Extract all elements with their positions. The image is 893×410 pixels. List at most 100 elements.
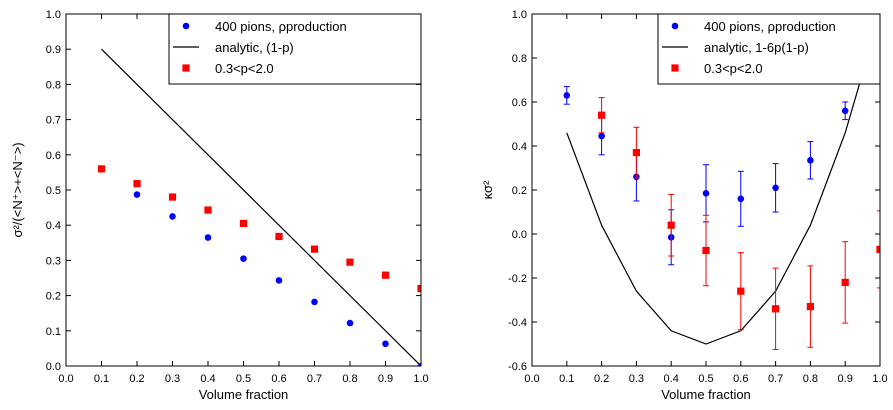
y-axis-label: σ²/(<N⁺>+<N⁻>) xyxy=(10,142,25,237)
y-tick-label: 0.5 xyxy=(46,185,61,197)
data-point-circle xyxy=(807,157,814,164)
x-tick-label: 0.7 xyxy=(307,373,322,385)
plot-frame xyxy=(65,13,422,367)
y-tick-label: 0.4 xyxy=(512,141,527,153)
data-point-square xyxy=(772,305,780,313)
plot-frame xyxy=(531,13,881,367)
data-point-circle xyxy=(598,132,605,140)
data-point-circle xyxy=(417,362,421,366)
y-tick-label: 1.0 xyxy=(46,9,61,21)
y-tick-label: 0.1 xyxy=(46,326,61,338)
data-point-circle xyxy=(169,213,176,220)
data-point-square xyxy=(806,303,814,311)
data-point-circle xyxy=(702,190,710,197)
series-line xyxy=(566,14,880,345)
x-tick-label: 0.1 xyxy=(559,373,574,385)
y-tick-label: 0.6 xyxy=(512,97,527,109)
data-point-square xyxy=(168,193,177,201)
x-tick-label: 0.2 xyxy=(594,373,609,385)
y-tick-label: 0.2 xyxy=(46,291,61,303)
x-tick-label: 0.2 xyxy=(129,373,144,385)
data-point-square xyxy=(239,219,248,228)
x-tick-label: 0.5 xyxy=(236,373,251,385)
data-point-square xyxy=(346,258,354,266)
y-tick-label: 1.0 xyxy=(512,9,527,21)
legend-label: 400 pions, ρproduction xyxy=(215,19,347,34)
legend-label: 400 pions, ρproduction xyxy=(704,19,836,34)
x-axis-label: Volume fraction xyxy=(661,387,751,402)
y-tick-label: 0.0 xyxy=(46,361,61,373)
x-tick-label: 0.3 xyxy=(629,373,644,385)
data-point-square xyxy=(737,287,745,295)
data-point-circle xyxy=(275,277,283,284)
data-point-square xyxy=(275,232,283,241)
data-point-circle xyxy=(346,319,354,327)
data-point-circle xyxy=(382,340,389,348)
data-point-square xyxy=(381,271,390,279)
x-axis-label: Volume fraction xyxy=(199,387,289,402)
data-point-square xyxy=(841,278,849,286)
x-tick-label: 0.6 xyxy=(271,373,286,385)
x-tick-label: 0.0 xyxy=(524,373,539,385)
right-panel: 0.0 0.1 0.2 0.3 0.4 0.5 0.6 0.7 0.8 0.9 1.0 -0.6 -0.… xyxy=(480,9,888,402)
x-tick-label: 1.0 xyxy=(872,373,887,385)
x-tick-label: 0.9 xyxy=(378,373,393,385)
y-tick-label: -0.2 xyxy=(508,273,527,285)
data-point-circle xyxy=(563,92,571,99)
x-tick-label: 0.5 xyxy=(698,373,713,385)
y-tick-label: -0.4 xyxy=(508,317,527,329)
data-point-circle xyxy=(240,255,247,262)
data-point-circle xyxy=(737,195,745,203)
y-tick-label: 0.2 xyxy=(512,185,527,197)
y-tick-label: -0.6 xyxy=(508,361,527,373)
y-tick-label: 0.4 xyxy=(46,220,61,232)
plot-area xyxy=(97,48,421,366)
y-tick-label: 0.0 xyxy=(512,229,527,241)
x-tick-label: 0.3 xyxy=(165,373,180,385)
legend-box xyxy=(168,13,422,85)
y-tick-label: 0.8 xyxy=(46,79,61,91)
y-tick-label: 0.9 xyxy=(46,44,61,56)
data-point-square xyxy=(632,149,640,157)
legend-label: 0.3<p<2.0 xyxy=(704,61,763,76)
legend-marker xyxy=(182,64,190,72)
legend-marker xyxy=(182,22,190,30)
legend-label: analytic, 1-6p(1-p) xyxy=(704,40,809,55)
x-tick-label: 0.9 xyxy=(838,373,853,385)
data-point-square xyxy=(702,246,710,255)
data-point-circle xyxy=(841,107,849,115)
legend-marker xyxy=(671,22,679,30)
data-point-circle xyxy=(133,191,141,198)
legend-label: analytic, (1-p) xyxy=(215,40,294,55)
x-tick-label: 0.4 xyxy=(200,373,215,385)
data-point-square xyxy=(204,206,212,214)
data-point-square xyxy=(667,221,675,229)
y-tick-label: 0.3 xyxy=(46,255,61,267)
x-tick-label: 1.0 xyxy=(413,373,428,385)
y-tick-label: 0.7 xyxy=(46,115,61,127)
data-point-circle xyxy=(204,234,212,241)
x-tick-label: 0.4 xyxy=(664,373,679,385)
y-axis-label: κσ² xyxy=(480,180,495,199)
series-line xyxy=(101,48,421,366)
legend-marker xyxy=(671,64,679,72)
plot-area xyxy=(563,14,880,350)
y-tick-label: 0.6 xyxy=(46,150,61,162)
data-point-circle xyxy=(311,298,318,306)
x-tick-label: 0.8 xyxy=(803,373,818,385)
x-tick-label: 0.1 xyxy=(94,373,109,385)
x-tick-label: 0.6 xyxy=(733,373,748,385)
data-point-square xyxy=(417,284,421,293)
data-point-square xyxy=(97,165,106,173)
data-point-square xyxy=(876,245,880,253)
data-point-square xyxy=(133,180,141,188)
data-point-square xyxy=(598,111,606,119)
legend-label: 0.3<p<2.0 xyxy=(215,61,274,76)
x-tick-label: 0.0 xyxy=(58,373,73,385)
data-point-square xyxy=(310,245,319,253)
left-panel: 0.0 0.1 0.2 0.3 0.4 0.5 0.6 0.7 0.8 0.9 1.0 0.0 0.1 0… xyxy=(10,9,429,402)
y-tick-label: 0.8 xyxy=(512,53,527,65)
x-tick-label: 0.8 xyxy=(342,373,357,385)
x-tick-label: 0.7 xyxy=(768,373,783,385)
